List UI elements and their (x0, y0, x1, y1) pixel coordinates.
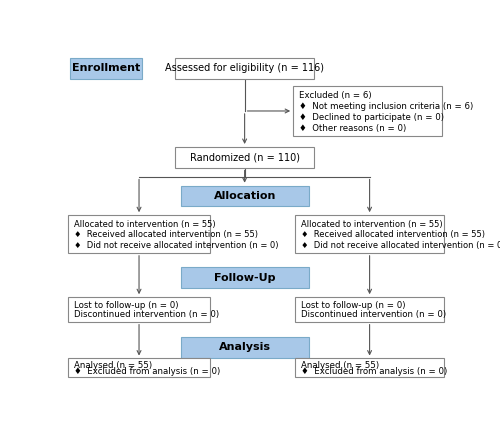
FancyBboxPatch shape (70, 58, 142, 79)
Text: Lost to follow-up (n = 0): Lost to follow-up (n = 0) (74, 301, 178, 310)
Text: ♦  Excluded from analysis (n = 0): ♦ Excluded from analysis (n = 0) (74, 367, 221, 376)
Text: ♦  Other reasons (n = 0): ♦ Other reasons (n = 0) (299, 124, 406, 133)
Text: ♦  Did not receive allocated intervention (n = 0): ♦ Did not receive allocated intervention… (301, 241, 500, 250)
Text: Enrollment: Enrollment (72, 63, 140, 73)
FancyBboxPatch shape (295, 215, 444, 253)
Text: ♦  Did not receive allocated intervention (n = 0): ♦ Did not receive allocated intervention… (74, 241, 278, 250)
FancyBboxPatch shape (295, 297, 444, 322)
FancyBboxPatch shape (175, 58, 314, 79)
Text: ♦  Not meeting inclusion criteria (n = 6): ♦ Not meeting inclusion criteria (n = 6) (299, 102, 473, 111)
FancyBboxPatch shape (180, 337, 308, 358)
FancyBboxPatch shape (68, 358, 210, 377)
FancyBboxPatch shape (68, 215, 210, 253)
Text: Follow-Up: Follow-Up (214, 273, 276, 282)
FancyBboxPatch shape (293, 86, 442, 136)
Text: Randomized (n = 110): Randomized (n = 110) (190, 152, 300, 162)
Text: Discontinued intervention (n = 0): Discontinued intervention (n = 0) (301, 310, 446, 319)
Text: Analysed (n = 55): Analysed (n = 55) (301, 361, 379, 370)
FancyBboxPatch shape (295, 358, 444, 377)
FancyBboxPatch shape (180, 186, 308, 206)
Text: Excluded (n = 6): Excluded (n = 6) (299, 91, 372, 100)
Text: ♦  Received allocated intervention (n = 55): ♦ Received allocated intervention (n = 5… (301, 230, 485, 239)
Text: Analysis: Analysis (218, 343, 270, 352)
Text: Analysed (n = 55): Analysed (n = 55) (74, 361, 152, 370)
FancyBboxPatch shape (175, 147, 314, 167)
Text: ♦  Declined to participate (n = 0): ♦ Declined to participate (n = 0) (299, 112, 444, 122)
FancyBboxPatch shape (68, 297, 210, 322)
Text: Assessed for eligibility (n = 116): Assessed for eligibility (n = 116) (165, 63, 324, 73)
Text: ♦  Excluded from analysis (n = 0): ♦ Excluded from analysis (n = 0) (301, 367, 447, 376)
Text: ♦  Received allocated intervention (n = 55): ♦ Received allocated intervention (n = 5… (74, 230, 258, 239)
Text: Allocated to intervention (n = 55): Allocated to intervention (n = 55) (301, 220, 442, 229)
Text: Discontinued intervention (n = 0): Discontinued intervention (n = 0) (74, 310, 219, 319)
FancyBboxPatch shape (180, 267, 308, 288)
Text: Allocation: Allocation (214, 191, 276, 201)
Text: Allocated to intervention (n = 55): Allocated to intervention (n = 55) (74, 220, 216, 229)
Text: Lost to follow-up (n = 0): Lost to follow-up (n = 0) (301, 301, 406, 310)
